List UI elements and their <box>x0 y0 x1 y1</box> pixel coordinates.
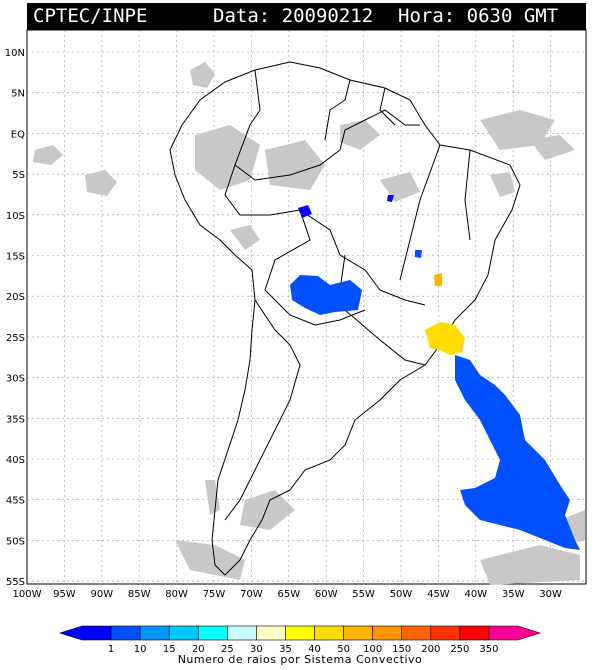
lat-label-5s: 5S <box>12 170 25 181</box>
lon-label-85w: 85W <box>128 589 151 600</box>
cloud-cover <box>33 62 585 585</box>
lat-label-45s: 45S <box>6 496 25 507</box>
lon-label-100w: 100W <box>13 589 42 600</box>
lat-label-35s: 35S <box>6 414 25 425</box>
lon-label-50w: 50W <box>390 589 413 600</box>
legend-value-150: 150 <box>392 644 411 655</box>
brazil-small-system <box>387 195 394 202</box>
lon-label-80w: 80W <box>165 589 188 600</box>
legend-value-250: 250 <box>450 644 469 655</box>
legend-value-35: 35 <box>279 644 292 655</box>
legend-swatch <box>488 625 541 641</box>
legend-value-350: 350 <box>479 644 498 655</box>
lat-label-55s: 55S <box>6 577 25 588</box>
legend-value-1: 1 <box>108 644 114 655</box>
lon-label-75w: 75W <box>203 589 226 600</box>
legend-swatch <box>139 625 170 641</box>
lon-label-95w: 95W <box>53 589 76 600</box>
legend-value-25: 25 <box>221 644 234 655</box>
legend-swatch <box>314 625 344 641</box>
lat-label-5n: 5N <box>11 89 25 100</box>
legend-value-20: 20 <box>192 644 205 655</box>
south-brazil-system <box>425 322 465 355</box>
lon-label-90w: 90W <box>90 589 113 600</box>
title-bar: CPTEC/INPE Data: 20090212 Hora: 0630 GMT <box>27 3 586 30</box>
lat-label-25s: 25S <box>6 333 25 344</box>
minas-system <box>415 250 422 258</box>
legend-swatch <box>197 625 228 641</box>
legend-colorbar <box>59 625 541 641</box>
legend-value-50: 50 <box>337 644 350 655</box>
legend-value-15: 15 <box>163 644 176 655</box>
lon-label-30w: 30W <box>539 589 562 600</box>
latitude-labels: 10N 5N EQ 5S 10S 15S 20S 25S 30S 35S 40S 45S 50S 55S <box>5 48 25 588</box>
legend-value-40: 40 <box>308 644 321 655</box>
legend-swatch <box>401 625 432 641</box>
lon-label-45w: 45W <box>427 589 450 600</box>
date-label: Data: 20090212 <box>213 5 374 27</box>
bolivia-system <box>290 275 362 315</box>
rio-system <box>434 273 442 286</box>
lat-label-50s: 50S <box>6 536 25 547</box>
atlantic-system <box>455 355 580 550</box>
lon-label-55w: 55W <box>352 589 375 600</box>
lat-label-10s: 10S <box>6 211 25 222</box>
lat-label-30s: 30S <box>6 374 25 385</box>
hour-label: Hora: 0630 GMT <box>398 5 559 27</box>
lon-label-40w: 40W <box>464 589 487 600</box>
paraguay-system <box>298 205 312 218</box>
legend-swatch <box>459 625 490 641</box>
legend-swatch <box>343 625 373 641</box>
legend-swatch <box>59 625 112 641</box>
convective-systems <box>290 195 580 550</box>
legend-swatch <box>430 625 461 641</box>
legend-swatch <box>372 625 403 641</box>
legend-tick-labels: 1 10 15 20 25 30 35 40 50 100 150 200 250 350 <box>108 644 499 655</box>
lat-label-20s: 20S <box>6 292 25 303</box>
lat-label-10n: 10N <box>5 48 25 59</box>
legend-swatch <box>256 625 286 641</box>
legend-swatch <box>110 625 141 641</box>
lon-label-35w: 35W <box>502 589 525 600</box>
lon-label-70w: 70W <box>240 589 263 600</box>
legend-title: Numero de raios por Sistema Convectivo <box>177 653 423 666</box>
legend-swatch <box>168 625 199 641</box>
legend-swatch <box>285 625 315 641</box>
lon-label-60w: 60W <box>315 589 338 600</box>
lat-label-15s: 15S <box>6 252 25 263</box>
lon-label-65w: 65W <box>277 589 300 600</box>
legend-swatch <box>227 625 257 641</box>
legend-value-100: 100 <box>363 644 382 655</box>
legend-value-200: 200 <box>421 644 440 655</box>
coastlines <box>169 61 521 576</box>
legend-value-10: 10 <box>134 644 147 655</box>
lat-label-eq: EQ <box>11 129 25 140</box>
source-label: CPTEC/INPE <box>33 5 148 27</box>
lat-label-40s: 40S <box>6 455 25 466</box>
longitude-labels: 100W 95W 90W 85W 80W 75W 70W 65W 60W 55W 50W 45W 40W… <box>13 589 563 600</box>
legend-value-30: 30 <box>250 644 263 655</box>
